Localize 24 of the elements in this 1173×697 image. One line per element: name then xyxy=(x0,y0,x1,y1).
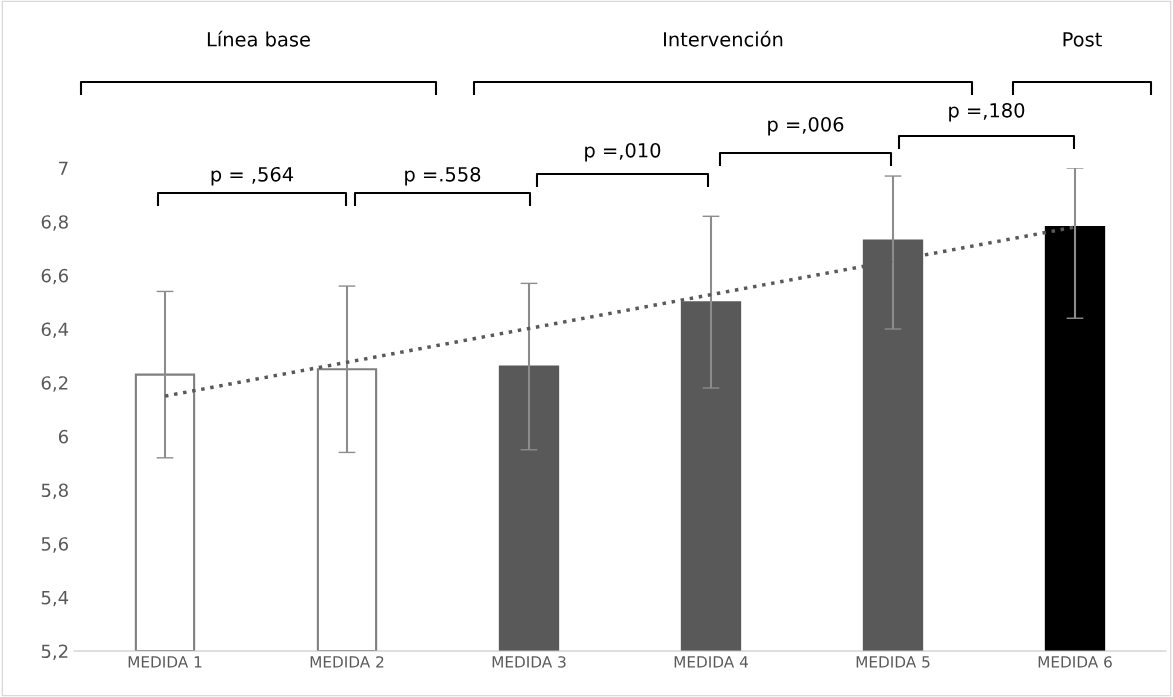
y-tick-label: 6,6 xyxy=(41,268,68,285)
x-tick-label: MEDIDA 4 xyxy=(674,656,748,668)
y-tick-label: 5,6 xyxy=(41,537,68,553)
y-tick-label: 5,2 xyxy=(41,644,68,660)
text: Línea base xyxy=(207,30,310,47)
annotation: p = ,564 xyxy=(211,166,294,186)
text: Intervención xyxy=(664,30,783,47)
y-tick-label: 6,8 xyxy=(41,215,68,231)
x-tick-label: MEDIDA 1 xyxy=(128,656,202,668)
x-tick-label: MEDIDA 2 xyxy=(310,656,384,668)
text: Post xyxy=(1063,32,1102,47)
text: p =,180 xyxy=(949,102,1025,122)
y-tick-label: 6,2 xyxy=(41,376,68,392)
y-tick-label: 5,8 xyxy=(41,483,68,499)
text: p =,010 xyxy=(585,142,661,162)
text: p =,006 xyxy=(768,116,844,136)
x-tick-label: MEDIDA 6 xyxy=(1038,656,1112,668)
x-tick-label: MEDIDA 5 xyxy=(856,656,930,668)
y-tick-label: 6 xyxy=(58,429,68,444)
y-tick-label: 7 xyxy=(59,161,68,175)
annotation: p =.558 xyxy=(405,166,481,186)
y-tick-label: 5,4 xyxy=(41,591,69,607)
x-tick-label: MEDIDA 3 xyxy=(492,656,566,668)
y-tick-label: 6,4 xyxy=(41,322,69,338)
